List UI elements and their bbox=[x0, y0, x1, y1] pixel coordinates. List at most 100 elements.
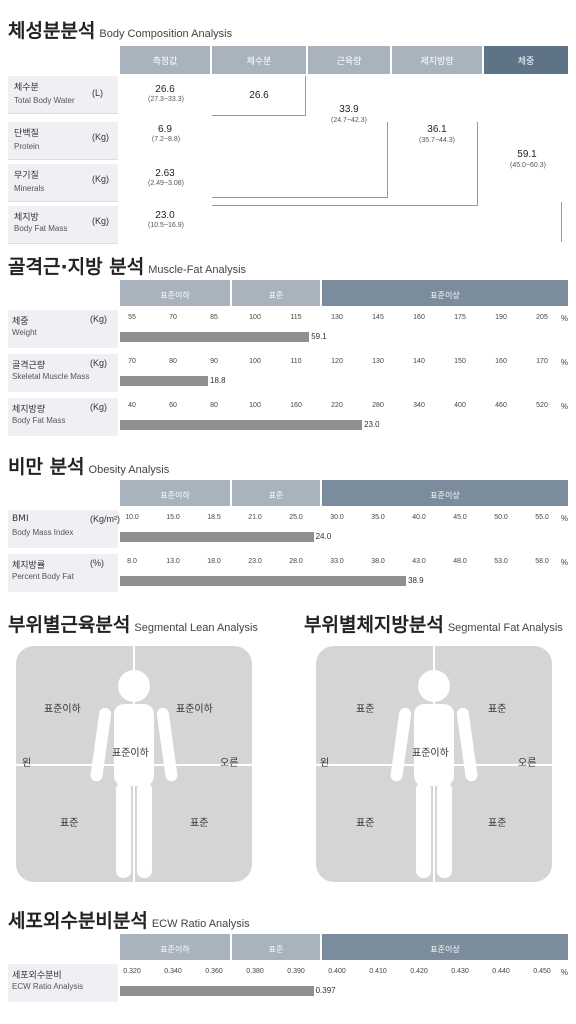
bar-fill bbox=[120, 376, 208, 386]
tick-label: 38.0 bbox=[371, 558, 385, 565]
row-label-kr: 체중 bbox=[12, 317, 29, 327]
tick-label: 130 bbox=[372, 358, 384, 365]
tick-label: 0.400 bbox=[328, 968, 346, 975]
tick-label: 30.0 bbox=[330, 514, 344, 521]
tick-label: 145 bbox=[372, 314, 384, 321]
vertical-divider bbox=[133, 646, 135, 882]
ecw-title-en: ECW Ratio Analysis bbox=[151, 918, 250, 930]
bar-fill bbox=[120, 576, 406, 586]
tick-label: 100 bbox=[249, 314, 261, 321]
tick-label: 53.0 bbox=[494, 558, 508, 565]
row-label: BMI Body Mass Index (Kg/m²) bbox=[8, 510, 120, 548]
row-minerals-label bbox=[8, 164, 118, 202]
row-unit: (Kg) bbox=[90, 358, 108, 368]
muscle-fat-title: 골격근·지방 분석 Muscle-Fat Analysis bbox=[8, 252, 246, 279]
water-range: (27.3~33.3) bbox=[148, 96, 184, 103]
tick-label: 100 bbox=[249, 358, 261, 365]
tick-label: 0.320 bbox=[123, 968, 141, 975]
bar-value: 18.8 bbox=[210, 376, 226, 385]
tick-label: 23.0 bbox=[248, 558, 262, 565]
tick-label: 18.0 bbox=[207, 558, 221, 565]
tick-label: 35.0 bbox=[371, 514, 385, 521]
water-unit: (L) bbox=[92, 88, 103, 98]
tick-label: 140 bbox=[413, 358, 425, 365]
fat-left-leg: 표준 bbox=[356, 818, 375, 829]
tick-label: 55 bbox=[128, 314, 136, 321]
fat-unit: (Kg) bbox=[92, 216, 110, 226]
muscle-fat-row: 골격근량 Skeletal Muscle Mass (Kg) 70 80 90 100 110… bbox=[8, 354, 568, 392]
percent-sign: % bbox=[560, 402, 568, 411]
tick-label: 520 bbox=[536, 402, 548, 409]
muscle-col-range: (24.7~42.3) bbox=[331, 117, 367, 124]
tick-label: 28.0 bbox=[289, 558, 303, 565]
row-label: 체지방량 Body Fat Mass (Kg) bbox=[8, 398, 118, 436]
tick-label: 160 bbox=[495, 358, 507, 365]
tick-label: 160 bbox=[413, 314, 425, 321]
bar-value: 23.0 bbox=[364, 420, 380, 429]
bar-fill bbox=[120, 420, 362, 430]
row-label-kr: 세포외수분비 bbox=[12, 971, 62, 981]
composition-table: 측정값 체수분 근육량 제지방량 체중 체수분 Total Body Water… bbox=[8, 46, 568, 246]
tick-label: 0.420 bbox=[410, 968, 428, 975]
tick-label: 220 bbox=[331, 402, 343, 409]
tick-label: 40 bbox=[128, 402, 136, 409]
weight-col-value: 59.1 bbox=[517, 149, 537, 160]
ecw-chart: 표준이하 표준 표준이상 세포외수분비 ECW Ratio Analysis 0.3… bbox=[8, 934, 568, 1014]
tick-label: 70 bbox=[128, 358, 136, 365]
header-ffm: 제지방량 bbox=[392, 46, 482, 74]
fat-left-side: 왼 bbox=[320, 758, 330, 769]
protein-en: Protein bbox=[14, 142, 40, 151]
tick-label: 18.5 bbox=[207, 514, 221, 521]
tick-label: 15.0 bbox=[166, 514, 180, 521]
lean-right-leg: 표준 bbox=[190, 818, 209, 829]
obesity-title: 비만 분석 Obesity Analysis bbox=[8, 452, 169, 479]
fat-trunk: 표준이하 bbox=[412, 748, 449, 759]
row-label-kr: 체지방량 bbox=[12, 405, 46, 415]
row-label: 체중 Weight (Kg) bbox=[8, 310, 118, 348]
band-normal bbox=[232, 280, 320, 306]
row-label-en: Weight bbox=[12, 328, 37, 337]
row-label-kr: BMI bbox=[12, 514, 29, 524]
tick-label: 21.0 bbox=[248, 514, 262, 521]
tick-label: 0.450 bbox=[533, 968, 551, 975]
obesity-title-en: Obesity Analysis bbox=[88, 464, 170, 476]
minerals-unit: (Kg) bbox=[92, 174, 110, 184]
ffm-col-range: (35.7~44.3) bbox=[419, 137, 455, 144]
band-over bbox=[322, 480, 568, 506]
band-under-label: 표준이하 bbox=[160, 291, 190, 300]
bar-track bbox=[120, 532, 560, 542]
percent-sign: % bbox=[560, 558, 568, 567]
composition-title: 체성분분석 Body Composition Analysis bbox=[8, 16, 232, 43]
tick-label: 205 bbox=[536, 314, 548, 321]
segmental-fat-panel: 표준 표준 표준이하 왼 오른 표준 표준 bbox=[316, 646, 552, 882]
band-normal-label: 표준 bbox=[268, 491, 284, 500]
minerals-range: (2.49~3.08) bbox=[148, 180, 184, 187]
bar-fill bbox=[120, 332, 310, 342]
percent-sign: % bbox=[560, 358, 568, 367]
ecw-title: 세포외수분비분석 ECW Ratio Analysis bbox=[8, 906, 250, 933]
row-unit: (Kg) bbox=[90, 314, 108, 324]
lean-left-arm: 표준이하 bbox=[44, 704, 81, 715]
tick-label: 0.380 bbox=[246, 968, 264, 975]
percent-sign: % bbox=[560, 314, 568, 323]
obesity-row: BMI Body Mass Index (Kg/m²) 10.0 15.0 18.5 21.… bbox=[8, 510, 568, 548]
lean-trunk: 표준이하 bbox=[112, 748, 149, 759]
tick-label: 80 bbox=[210, 402, 218, 409]
segmental-fat-title-kr: 부위별체지방분석 bbox=[304, 614, 444, 636]
water-en: Total Body Water bbox=[14, 96, 75, 105]
tick-label: 13.0 bbox=[166, 558, 180, 565]
fat-kr: 체지방 bbox=[14, 213, 39, 223]
tick-label: 80 bbox=[169, 358, 177, 365]
fat-left-arm: 표준 bbox=[356, 704, 375, 715]
band-normal-label: 표준 bbox=[268, 945, 284, 954]
weight-bracket bbox=[212, 202, 562, 242]
tick-label: 43.0 bbox=[412, 558, 426, 565]
bar-track bbox=[120, 986, 560, 996]
row-unit: (%) bbox=[90, 558, 104, 568]
band-over bbox=[322, 934, 568, 960]
segmental-lean-title-kr: 부위별근육분석 bbox=[8, 614, 131, 636]
composition-title-kr: 체성분분석 bbox=[8, 20, 96, 42]
lean-left-side: 왼 bbox=[22, 758, 32, 769]
tick-label: 115 bbox=[290, 314, 302, 321]
fat-right-side: 오른 bbox=[518, 758, 537, 769]
